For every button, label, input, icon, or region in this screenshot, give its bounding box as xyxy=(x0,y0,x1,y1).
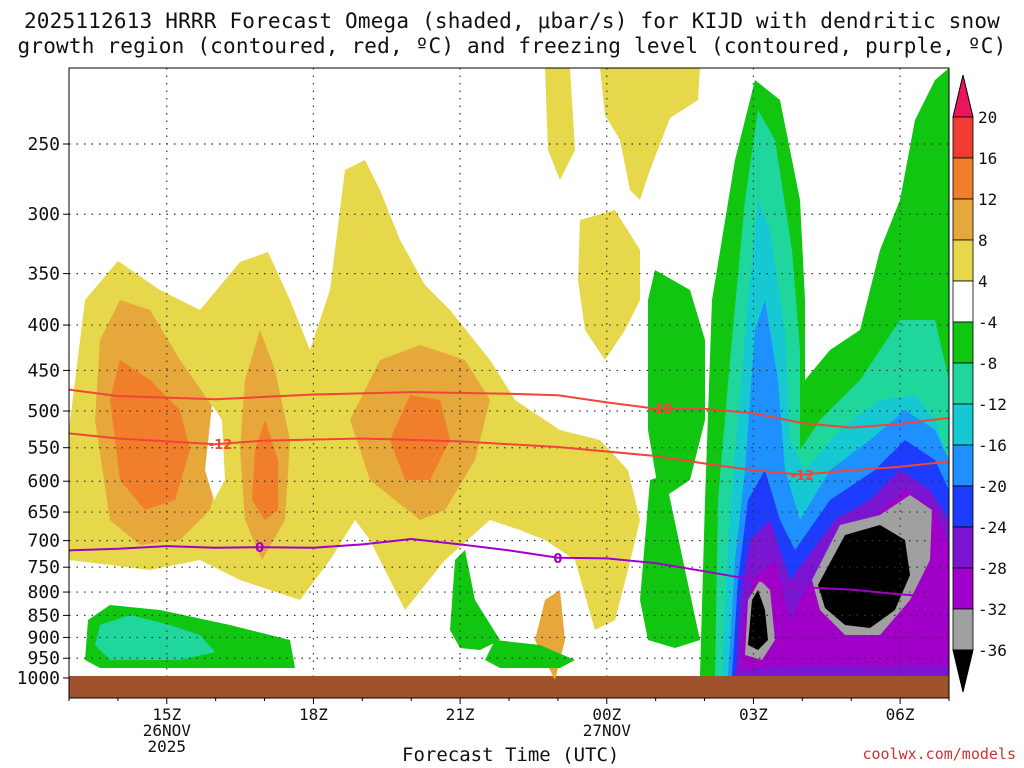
colorbar-box xyxy=(952,608,974,651)
y-tick-label: 550 xyxy=(27,438,60,459)
omega-negative-small3 xyxy=(485,640,575,668)
dendritic-bottom-label: -12 xyxy=(209,438,233,453)
colorbar-box xyxy=(952,239,974,282)
omega-negative-mid-patch xyxy=(648,270,705,500)
y-tick-label: 250 xyxy=(27,134,60,155)
colorbar-label: -28 xyxy=(978,559,1007,578)
dendritic-top-label: -18 xyxy=(649,403,673,418)
y-tick-label: 650 xyxy=(27,502,60,523)
colorbar-box xyxy=(952,485,974,528)
dendritic-top-line xyxy=(68,388,950,429)
colorbar-label: 8 xyxy=(978,231,988,250)
colorbar-box xyxy=(952,280,974,323)
omega-dark-orange-left2 xyxy=(252,420,278,520)
colorbar-label: -32 xyxy=(978,600,1007,619)
y-tick-label: 350 xyxy=(27,264,60,285)
colorbar-label: 16 xyxy=(978,149,997,168)
x-tick-label: 21Z xyxy=(446,705,475,724)
dendritic-bottom-line xyxy=(68,432,950,476)
x-tick-label: 18Z xyxy=(299,705,328,724)
omega-shading-layer xyxy=(69,68,949,698)
colorbar-box xyxy=(952,198,974,241)
colorbar-label: -8 xyxy=(978,354,997,373)
x-tick-year-label: 2025 xyxy=(148,737,187,756)
colorbar-label: 4 xyxy=(978,272,988,291)
colorbar-label: 12 xyxy=(978,190,997,209)
colorbar-label: -16 xyxy=(978,436,1007,455)
x-axis-title: Forecast Time (UTC) xyxy=(402,744,620,766)
colorbar-bottom-triangle xyxy=(952,649,974,693)
chart-title-line2: growth region (contoured, red, ºC) and f… xyxy=(17,34,1007,58)
freezing-level-line xyxy=(68,537,915,597)
omega-negative-small2 xyxy=(450,550,500,650)
colorbar-box xyxy=(952,403,974,446)
x-tick-label: 00Z xyxy=(592,705,621,724)
omega-dark-orange-left xyxy=(110,360,190,510)
colorbar-box xyxy=(952,567,974,610)
colorbar-label: -36 xyxy=(978,641,1007,660)
y-tick-label: 850 xyxy=(27,605,60,626)
x-tick-label: 15Z xyxy=(152,705,181,724)
colorbar: 20 16 12 8 4 -4 -8 -12 -16 -20 -24 -28 -32 -36 xyxy=(952,74,1007,693)
x-tick-label: 06Z xyxy=(886,705,915,724)
y-tick-label: 750 xyxy=(27,557,60,578)
omega-positive-upper-plume2 xyxy=(600,68,700,200)
y-tick-label: 700 xyxy=(27,531,60,552)
axes-layer: 2503003504004505005506006507007508008509… xyxy=(17,134,950,756)
omega-negative-small1 xyxy=(640,475,700,648)
colorbar-top-triangle xyxy=(952,74,974,118)
y-tick-label: 800 xyxy=(27,582,60,603)
colorbar-label: -20 xyxy=(978,477,1007,496)
freezing-level-label2-label: 0 xyxy=(553,552,562,567)
omega-negative-black-right xyxy=(818,525,910,628)
colorbar-box xyxy=(952,526,974,569)
freezing-level-label: 0 xyxy=(255,541,264,556)
contour-layer: -18 -12 -12 0 0 xyxy=(68,388,950,597)
colorbar-box xyxy=(952,321,974,364)
colorbar-label: -4 xyxy=(978,313,997,332)
dendritic-bottom-label2-label: -12 xyxy=(791,469,815,484)
colorbar-box xyxy=(952,362,974,405)
colorbar-label: 20 xyxy=(978,108,997,127)
omega-dark-orange-mid xyxy=(390,395,450,480)
colorbar-box xyxy=(952,116,974,159)
omega-white-hole xyxy=(205,405,225,500)
x-tick-date-label: 27NOV xyxy=(583,721,632,740)
credit-text: coolwx.com/models xyxy=(862,745,1016,763)
x-tick-date-label: 26NOV xyxy=(143,721,192,740)
colorbar-label: -12 xyxy=(978,395,1007,414)
colorbar-box xyxy=(952,157,974,200)
ground-surface xyxy=(69,676,949,698)
colorbar-box xyxy=(952,444,974,487)
omega-negative-black-left xyxy=(748,590,768,650)
y-tick-label: 300 xyxy=(27,204,60,225)
plot-frame xyxy=(68,67,950,699)
y-tick-label: 450 xyxy=(27,360,60,381)
chart-title-line1: 2025112613 HRRR Forecast Omega (shaded, … xyxy=(23,9,1001,33)
y-tick-label: 500 xyxy=(27,401,60,422)
x-tick-label: 03Z xyxy=(739,705,768,724)
omega-positive-mid-plume xyxy=(578,210,640,360)
y-tick-label: 1000 xyxy=(17,668,60,689)
y-tick-label: 900 xyxy=(27,627,60,648)
omega-negative-lower-left-inner xyxy=(95,615,215,660)
y-tick-label: 600 xyxy=(27,471,60,492)
omega-positive-upper-plume xyxy=(545,68,575,180)
colorbar-label: -24 xyxy=(978,518,1007,537)
y-tick-label: 400 xyxy=(27,315,60,336)
y-tick-label: 950 xyxy=(27,648,60,669)
